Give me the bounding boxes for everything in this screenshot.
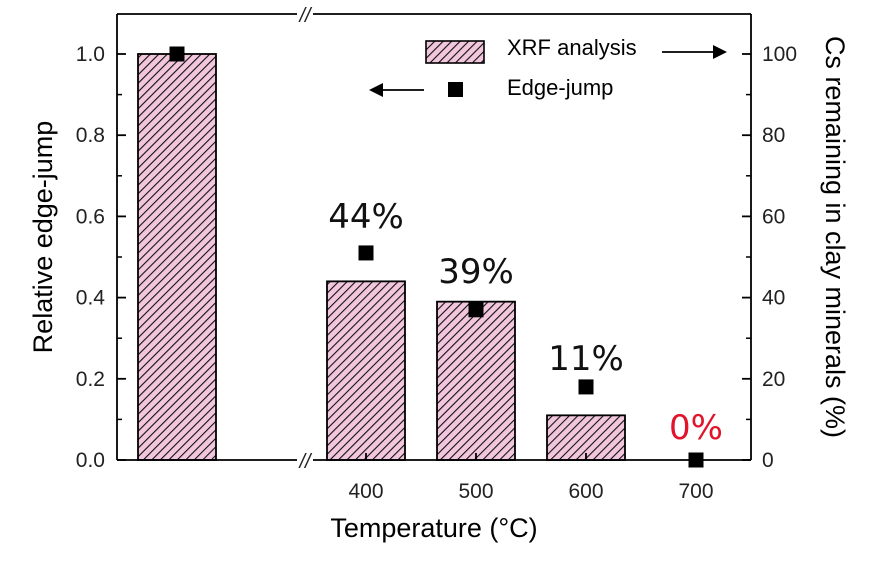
x-tick-label-700: 700: [678, 480, 713, 503]
legend-marker-swatch: [448, 82, 463, 97]
legend-label-xrf: XRF analysis: [507, 35, 637, 60]
bar-1: [326, 280, 406, 461]
edge-jump-point-1: [358, 245, 374, 261]
edge-jump-point-2: [468, 302, 484, 318]
right-axis-title: Cs remaining in clay minerals (%): [820, 36, 850, 438]
left-axis-title: Relative edge-jump: [28, 121, 58, 354]
left-tick-label-3: 0.6: [76, 205, 105, 228]
right-tick-label-2: 40: [762, 287, 785, 310]
axis-break-top: //: [297, 5, 313, 27]
bar-0: [137, 53, 217, 461]
x-tick-label-600: 600: [568, 480, 603, 503]
data-label-600: 11%: [548, 339, 624, 379]
x-tick-label-400: 400: [348, 480, 383, 503]
bar-2: [436, 300, 516, 461]
axis-break-bottom: //: [297, 451, 313, 473]
edge-jump-point-3: [578, 379, 594, 395]
legend-label-edge-jump: Edge-jump: [507, 75, 613, 100]
right-tick-label-5: 100: [762, 43, 797, 66]
x-tick-label-500: 500: [458, 480, 493, 503]
left-tick-label-0: 0.0: [76, 449, 105, 472]
left-tick-label-1: 0.2: [76, 368, 105, 391]
left-tick-label-5: 1.0: [76, 43, 105, 66]
right-tick-label-4: 80: [762, 124, 785, 147]
right-tick-label-1: 20: [762, 368, 785, 391]
right-tick-label-0: 0: [762, 449, 774, 472]
arrow-left-icon: [369, 83, 383, 97]
data-label-700: 0%: [669, 408, 723, 448]
left-tick-label-2: 0.4: [76, 287, 106, 310]
x-axis-title: Temperature (°C): [330, 513, 537, 543]
edge-jump-point-0: [169, 46, 185, 62]
right-tick-label-3: 60: [762, 205, 785, 228]
legend-bar-swatch: [425, 40, 485, 64]
left-tick-label-4: 0.8: [76, 124, 105, 147]
arrow-right-icon: [713, 45, 727, 59]
data-label-400: 44%: [328, 197, 404, 237]
bar-3: [546, 414, 626, 461]
data-label-500: 39%: [438, 252, 514, 292]
